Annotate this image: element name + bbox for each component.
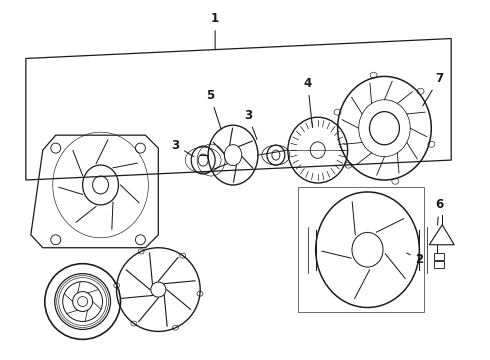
Text: 1: 1 bbox=[211, 12, 219, 50]
Text: 2: 2 bbox=[407, 253, 423, 266]
Text: 5: 5 bbox=[206, 89, 221, 130]
Text: 7: 7 bbox=[423, 72, 443, 106]
Text: 6: 6 bbox=[435, 198, 443, 225]
Text: 3: 3 bbox=[171, 139, 194, 157]
Text: 3: 3 bbox=[244, 109, 257, 140]
Text: 4: 4 bbox=[304, 77, 313, 127]
